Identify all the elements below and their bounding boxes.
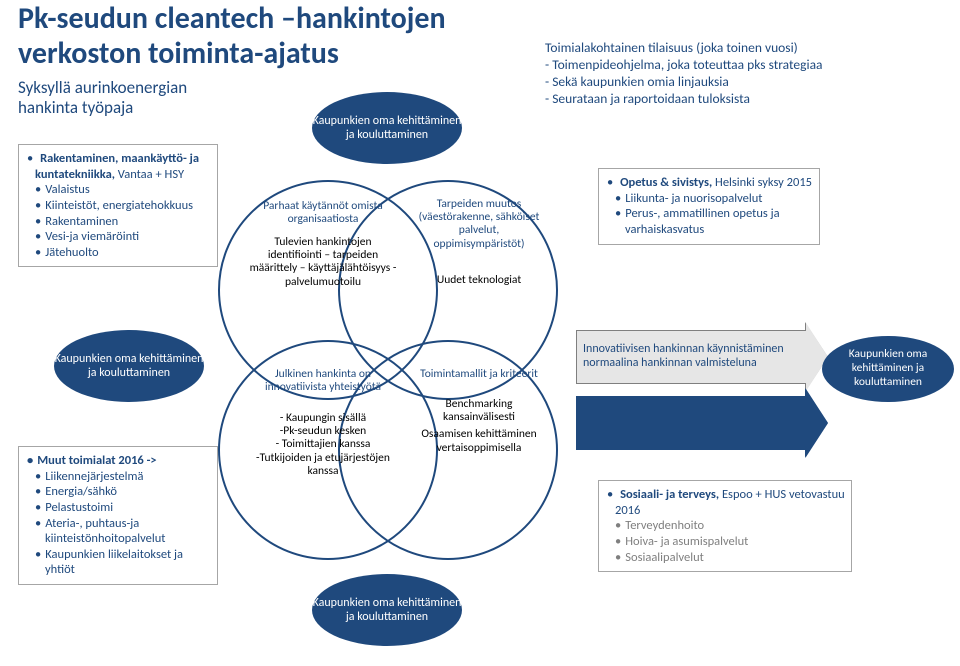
list-item: Kiinteistöt, energiatehokkuus (27, 198, 211, 214)
list-item: Hoiva- ja asumispalvelut (607, 534, 845, 550)
list-item: Valaistus (27, 182, 211, 198)
oval-bottom: Kaupunkien oma kehittäminen ja kouluttam… (312, 574, 462, 646)
list-item: Kaupunkien liikelaitokset ja yhtiöt (27, 547, 211, 578)
list-item: Liikennejärjestelmä (27, 469, 211, 485)
center-tr-body: Uudet teknologiat (414, 274, 544, 287)
left-top-panel: Rakentaminen, maankäyttö- ja kuntateknii… (18, 144, 218, 267)
center-tl-body: Tulevien hankintojen identifiointi – tar… (248, 236, 398, 289)
oval-top: Kaupunkien oma kehittäminen ja kouluttam… (312, 92, 462, 164)
list-item: Jätehuolto (27, 245, 211, 261)
list-item: Liikunta- ja nuorisopalvelut (607, 191, 813, 207)
arrow-head-icon (806, 389, 828, 457)
lead-bold: Sosiaali- ja terveys, (620, 487, 719, 502)
oval-label: Kaupunkien oma kehittäminen ja kouluttam… (312, 596, 462, 625)
list-item: Muut toimialat 2016 -> (27, 453, 211, 469)
arrow-lower-label (576, 396, 806, 450)
center-bl-list: - Kaupungin sisällä -Pk-seudun kesken - … (248, 412, 398, 478)
lead-bold: Opetus & sivistys, (620, 175, 712, 190)
list-item: Seurataan ja raportoidaan tuloksista (545, 91, 945, 108)
top-right-block: Toimialakohtainen tilaisuus (joka toinen… (545, 40, 945, 108)
oval-label: Kaupunkien oma kehittäminen ja kouluttam… (826, 348, 950, 389)
list-item: Energia/sähkö (27, 484, 211, 500)
arrow-upper: Innovatiivisen hankinnan käynnistäminen … (576, 330, 828, 384)
list-item: Benchmarking kansainvälisesti (414, 398, 544, 424)
oval-right: Kaupunkien oma kehittäminen ja kouluttam… (822, 336, 954, 402)
oval-label: Kaupunkien oma kehittäminen ja kouluttam… (312, 114, 462, 143)
list-item: Osaamisen kehittäminen vertaisoppimisell… (414, 428, 544, 454)
top-right-head: Toimialakohtainen tilaisuus (joka toinen… (545, 40, 945, 57)
oval-label: Kaupunkien oma kehittäminen ja kouluttam… (54, 352, 204, 381)
center-br-list: Benchmarking kansainvälisesti Osaamisen … (414, 398, 544, 455)
right-bottom-panel: Sosiaali- ja terveys, Espoo + HUS vetova… (598, 480, 852, 572)
list-item: Sosiaalipalvelut (607, 550, 845, 566)
list-item: Toimenpideohjelma, joka toteuttaa pks st… (545, 57, 945, 74)
oval-left: Kaupunkien oma kehittäminen ja kouluttam… (54, 330, 204, 402)
list-item: Sosiaali- ja terveys, Espoo + HUS vetova… (607, 487, 845, 518)
arrow-head-icon (806, 323, 828, 391)
list-item: - Toimittajien kanssa (248, 438, 398, 451)
arrow-lower (576, 396, 828, 450)
center-bl-head: Julkinen hankinta on innovatiivista yhte… (248, 368, 398, 394)
list-item: Rakentaminen, maankäyttö- ja kuntateknii… (27, 151, 211, 182)
center-br-head: Toimintamallit ja kriteerit (414, 368, 544, 381)
center-tl-head: Parhaat käytännöt omista organisaatiosta (248, 200, 398, 226)
list-item: Pelastustoimi (27, 500, 211, 516)
center-tr-head: Tarpeiden muutos (väestörakenne, sähköis… (414, 198, 544, 251)
list-item: Sekä kaupunkien omia linjauksia (545, 74, 945, 91)
lead-rest: Helsinki syksy 2015 (712, 175, 812, 190)
left-bottom-panel: Muut toimialat 2016 -> Liikennejärjestel… (18, 446, 218, 585)
page-title: Pk-seudun cleantech –hankintojen verkost… (18, 2, 446, 71)
list-item: Ateria-, puhtaus-ja kiinteistönhoitopalv… (27, 516, 211, 547)
list-item: Opetus & sivistys, Helsinki syksy 2015 (607, 175, 813, 191)
arrow-upper-label: Innovatiivisen hankinnan käynnistäminen … (576, 330, 806, 384)
list-item: -Tutkijoiden ja etujärjestöjen kanssa (248, 452, 398, 478)
venn-diagram: Parhaat käytännöt omista organisaatiosta… (218, 180, 558, 560)
subtitle-line2: hankinta työpaja (18, 98, 187, 118)
page-subtitle: Syksyllä aurinkoenergian hankinta työpaj… (18, 78, 187, 119)
lead-rest: Vantaa + HSY (115, 167, 184, 182)
title-line1: Pk-seudun cleantech –hankintojen (18, 2, 446, 37)
subtitle-line1: Syksyllä aurinkoenergian (18, 78, 187, 98)
list-item: Vesi-ja viemäröinti (27, 229, 211, 245)
title-line2: verkoston toiminta-ajatus (18, 37, 446, 72)
top-right-list: Toimenpideohjelma, joka toteuttaa pks st… (545, 57, 945, 108)
list-item: Terveydenhoito (607, 518, 845, 534)
list-item: Rakentaminen (27, 214, 211, 230)
list-item: Perus-, ammatillinen opetus ja varhaiska… (607, 206, 813, 237)
right-top-panel: Opetus & sivistys, Helsinki syksy 2015 L… (598, 168, 820, 245)
